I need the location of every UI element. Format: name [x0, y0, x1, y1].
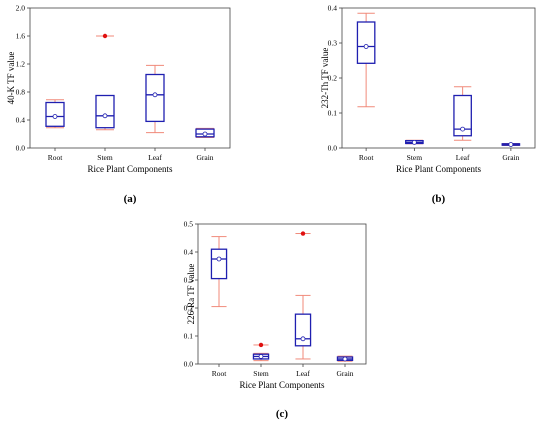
x-tick-label: Leaf — [296, 369, 310, 378]
iqr-box — [45, 101, 65, 127]
x-tick-label: Leaf — [148, 153, 162, 162]
box-plot-grain — [336, 355, 354, 362]
y-tick-label: 2.0 — [16, 4, 26, 13]
panel-label: (b) — [432, 193, 446, 205]
y-tick-label: 0.0 — [184, 360, 194, 369]
y-axis-title: 226-Ra TF value — [186, 264, 196, 325]
x-tick-label: Grain — [336, 369, 353, 378]
box-plot-root — [45, 99, 65, 129]
chart-panel: 0.0 0.1 0.2 0.3 0.4 Root Stem Leaf Grain 232-Th T… — [320, 4, 536, 205]
x-axis-title: Rice Plant Components — [396, 164, 481, 174]
x-tick-label: Stem — [253, 369, 269, 378]
x-tick-label: Root — [212, 369, 228, 378]
median-marker — [202, 131, 208, 137]
box-plot-grain — [195, 127, 215, 138]
x-tick-label: Leaf — [456, 153, 470, 162]
panel-label: (c) — [276, 408, 289, 420]
box-plot-leaf — [294, 231, 312, 360]
x-axis-title: Rice Plant Components — [88, 164, 173, 174]
iqr-box — [145, 73, 165, 123]
plot-frame — [341, 7, 536, 149]
y-tick-label: 0.8 — [16, 88, 26, 97]
median-marker — [411, 139, 417, 145]
y-tick-label: 0.3 — [184, 276, 194, 285]
y-tick-label: 0.2 — [184, 304, 194, 313]
y-tick-label: 0.4 — [328, 4, 338, 13]
iqr-box — [95, 94, 115, 129]
y-tick-label: 1.6 — [16, 32, 26, 41]
x-tick-label: Grain — [196, 153, 213, 162]
iqr-box — [210, 248, 228, 280]
y-tick-label: 0.4 — [184, 248, 194, 257]
box-plot-stem — [252, 342, 270, 362]
iqr-box — [294, 313, 312, 347]
y-tick-label: 0.4 — [16, 116, 26, 125]
median-marker — [216, 256, 222, 262]
outlier-point — [300, 231, 306, 236]
y-tick-label: 0.2 — [328, 74, 338, 83]
iqr-box — [356, 21, 376, 64]
chart-panel: 0.0 0.4 0.8 1.2 1.6 2.0 Root Stem Leaf Grain 40-K … — [6, 4, 231, 205]
median-marker — [258, 354, 264, 359]
plot-frame — [197, 223, 367, 365]
median-marker — [102, 113, 108, 119]
outlier-point — [258, 342, 264, 348]
outlier-point — [102, 33, 108, 39]
box-plot-leaf — [453, 86, 472, 141]
box-plot-root — [210, 236, 228, 308]
x-tick-label: Stem — [97, 153, 113, 162]
median-marker — [52, 114, 58, 119]
iqr-box — [195, 128, 215, 138]
box-plot-root — [356, 12, 376, 108]
y-tick-label: 0.1 — [184, 332, 194, 341]
y-tick-label: 0.5 — [184, 220, 194, 229]
y-tick-label: 0.0 — [328, 144, 338, 153]
panel-label: (a) — [124, 193, 137, 205]
x-axis-title: Rice Plant Components — [240, 380, 325, 390]
median-marker — [363, 44, 369, 49]
median-marker — [342, 356, 348, 362]
x-tick-label: Grain — [502, 153, 519, 162]
y-tick-label: 0.3 — [328, 39, 338, 48]
box-plot-grain — [501, 142, 521, 147]
x-tick-label: Root — [359, 153, 375, 162]
iqr-box — [453, 94, 472, 137]
box-plot-leaf — [145, 64, 165, 134]
box-plot-stem — [95, 33, 115, 131]
median-marker — [508, 142, 514, 147]
median-marker — [152, 92, 158, 98]
median-marker — [460, 126, 466, 132]
y-axis-title: 40-K TF value — [6, 52, 16, 105]
median-marker — [300, 336, 306, 342]
x-tick-label: Root — [48, 153, 64, 162]
y-tick-label: 1.2 — [16, 60, 26, 69]
box-plot-stem — [405, 139, 424, 145]
x-tick-label: Stem — [407, 153, 423, 162]
plot-frame — [29, 7, 231, 149]
y-tick-label: 0.0 — [16, 144, 26, 153]
y-tick-label: 0.1 — [328, 109, 338, 118]
chart-panel: 0.0 0.1 0.2 0.3 0.4 0.5 Root Stem Leaf Grain 226-R… — [184, 220, 367, 420]
y-axis-title: 232-Th TF value — [320, 48, 330, 109]
